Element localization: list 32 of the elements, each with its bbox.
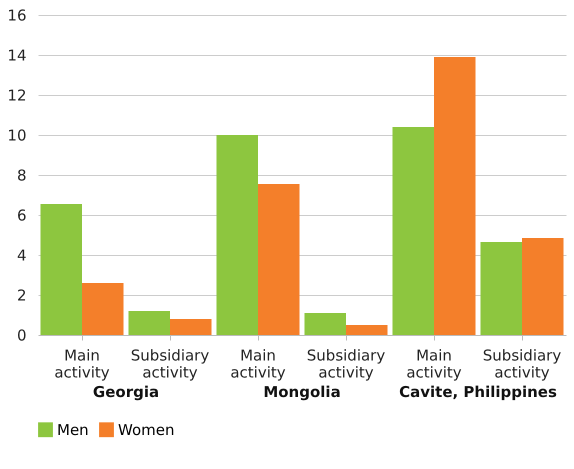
y-tick-label: 12 xyxy=(7,86,26,104)
y-tick-label: 6 xyxy=(16,206,26,224)
bar xyxy=(40,204,82,335)
bar xyxy=(170,319,212,335)
bar xyxy=(258,184,300,335)
x-tick-label: Subsidiary activity xyxy=(130,346,210,382)
y-tick-label: 4 xyxy=(16,246,26,264)
bar xyxy=(392,127,434,335)
text: Mongolia xyxy=(263,383,341,401)
bar xyxy=(304,313,346,335)
y-tick-label: 10 xyxy=(7,126,26,144)
bar xyxy=(216,135,258,335)
x-tick-label: Main activity xyxy=(406,346,462,382)
y-tick-label: 16 xyxy=(7,6,26,24)
x-tick-label: Main activity xyxy=(54,346,110,382)
bar xyxy=(480,242,522,335)
y-tick-label: 0 xyxy=(16,326,26,344)
bar xyxy=(522,238,564,335)
text: Georgia xyxy=(92,383,160,401)
y-tick-label: 2 xyxy=(16,286,26,304)
y-tick-label: 8 xyxy=(16,166,26,184)
legend-label: Men xyxy=(57,420,89,439)
bar xyxy=(434,57,476,335)
bar xyxy=(128,311,170,335)
x-tick-label: Subsidiary activity xyxy=(482,346,562,382)
x-tick-label: Main activity xyxy=(230,346,286,382)
legend-label: Women xyxy=(118,420,174,439)
x-tick-label: Subsidiary activity xyxy=(306,346,386,382)
text: Cavite, Philippines xyxy=(399,383,557,401)
y-tick-label: 14 xyxy=(7,46,26,64)
bar xyxy=(346,325,388,335)
bar xyxy=(82,283,124,335)
